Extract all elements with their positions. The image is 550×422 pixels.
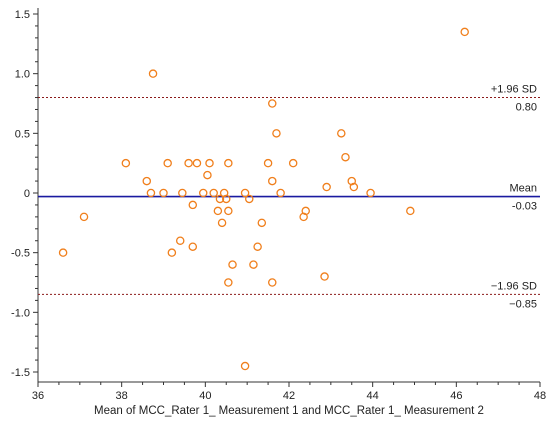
data-point bbox=[320, 272, 329, 281]
data-point bbox=[221, 194, 231, 204]
data-point bbox=[148, 69, 158, 78]
x-tick-label: 38 bbox=[116, 390, 128, 402]
data-point bbox=[301, 206, 310, 216]
data-point bbox=[203, 170, 212, 180]
data-point bbox=[268, 278, 277, 287]
x-tick-label: 46 bbox=[450, 390, 462, 402]
y-tick-label: 1.5 bbox=[15, 9, 30, 21]
data-point bbox=[188, 242, 198, 251]
data-point bbox=[253, 242, 262, 251]
x-tick-label: 42 bbox=[283, 390, 295, 402]
data-point bbox=[213, 206, 223, 216]
x-tick-label: 36 bbox=[32, 390, 44, 402]
y-tick-label: -0.5 bbox=[11, 248, 30, 260]
data-point bbox=[217, 218, 227, 228]
data-point bbox=[366, 188, 375, 198]
lower-loa-label: −1.96 SD bbox=[491, 280, 537, 292]
data-point bbox=[240, 361, 250, 371]
data-point bbox=[121, 158, 131, 168]
data-point bbox=[159, 188, 168, 198]
data-point bbox=[228, 260, 237, 269]
data-point bbox=[460, 27, 469, 37]
data-point bbox=[198, 188, 208, 198]
data-point bbox=[406, 206, 415, 216]
data-point bbox=[146, 188, 156, 198]
data-point bbox=[349, 182, 359, 192]
data-point bbox=[184, 158, 193, 168]
data-point bbox=[163, 158, 172, 168]
y-tick-label: 0.5 bbox=[15, 128, 30, 140]
x-axis-label: Mean of MCC_Rater 1_ Measurement 1 and M… bbox=[94, 405, 484, 417]
data-point bbox=[188, 200, 198, 210]
data-point bbox=[240, 188, 250, 198]
data-point bbox=[224, 206, 233, 216]
data-point bbox=[192, 158, 202, 168]
data-point bbox=[322, 182, 331, 192]
data-point bbox=[79, 212, 89, 222]
data-point bbox=[272, 129, 281, 138]
y-tick-label: -1.0 bbox=[11, 307, 30, 319]
data-point bbox=[276, 188, 285, 198]
upper-loa-label: +1.96 SD bbox=[491, 84, 537, 96]
data-point bbox=[224, 278, 233, 287]
mean-value: -0.03 bbox=[512, 201, 537, 213]
y-tick-label: 1.0 bbox=[15, 69, 30, 81]
axes: 1.5 1.0 0.5 0 -0.5 -1.0 -1.536 38 40 42 44 46 48 bbox=[11, 8, 546, 402]
y-tick-label: 0 bbox=[24, 188, 30, 200]
data-points bbox=[58, 27, 469, 371]
data-point bbox=[341, 152, 350, 162]
data-point bbox=[167, 248, 177, 257]
mean-label: Mean bbox=[509, 183, 537, 195]
data-point bbox=[245, 194, 254, 204]
data-point bbox=[209, 188, 218, 198]
data-point bbox=[224, 158, 233, 168]
data-point bbox=[215, 194, 225, 204]
upper-loa-value: 0.80 bbox=[516, 102, 537, 114]
y-tick-label: -1.5 bbox=[11, 367, 30, 379]
data-point bbox=[288, 158, 298, 168]
data-point bbox=[337, 129, 346, 138]
data-point bbox=[142, 176, 152, 186]
data-point bbox=[175, 236, 185, 245]
x-tick-label: 48 bbox=[534, 390, 546, 402]
x-tick-label: 40 bbox=[199, 390, 211, 402]
data-point bbox=[178, 188, 187, 198]
data-point bbox=[268, 176, 277, 186]
data-point bbox=[257, 218, 267, 228]
data-point bbox=[58, 248, 68, 257]
reference-lines: +1.96 SD 0.80 Mean -0.03 −1.96 SD −0.85 bbox=[38, 84, 540, 310]
data-point bbox=[263, 158, 273, 168]
data-point bbox=[205, 158, 214, 168]
data-point bbox=[249, 260, 258, 269]
data-point bbox=[268, 99, 277, 108]
x-tick-label: 44 bbox=[367, 390, 379, 402]
lower-loa-value: −0.85 bbox=[509, 298, 537, 310]
